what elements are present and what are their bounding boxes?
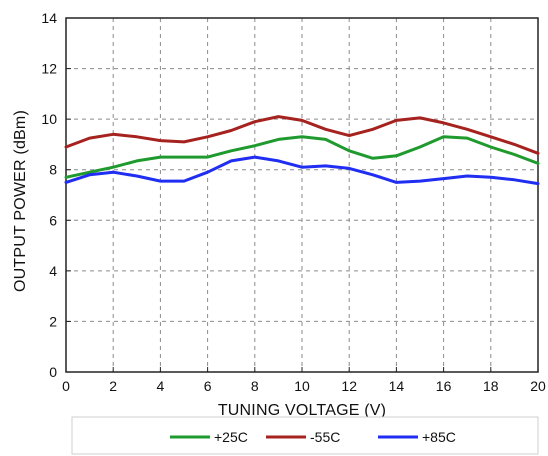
x-tick-label: 16 <box>436 378 452 394</box>
x-tick-label: 20 <box>530 378 546 394</box>
x-tick-label: 18 <box>483 378 499 394</box>
legend-label: +25C <box>214 429 248 445</box>
x-tick-label: 4 <box>157 378 165 394</box>
y-tick-label: 4 <box>49 263 57 279</box>
series-line <box>64 155 540 186</box>
x-tick-label: 6 <box>204 378 212 394</box>
y-tick-label: 0 <box>49 364 57 380</box>
legend-label: +85C <box>422 429 456 445</box>
grid <box>66 18 538 372</box>
legend: +25C -55C +85C <box>71 416 539 455</box>
y-tick-label: 14 <box>41 10 57 26</box>
series-line <box>64 135 540 179</box>
plot-frame <box>65 17 539 373</box>
y-tick-label: 2 <box>49 313 57 329</box>
y-tick-label: 12 <box>41 61 57 77</box>
y-tick-label: 6 <box>49 212 57 228</box>
x-tick-label: 0 <box>62 378 70 394</box>
x-axis-title: TUNING VOLTAGE (V) <box>218 402 386 419</box>
y-axis-title: OUTPUT POWER (dBm) <box>12 110 29 292</box>
y-tick-label: 10 <box>41 111 57 127</box>
tick-labels: 0 2 4 6 8 10 12 14 16 18 20 0 2 4 6 8 10 12 14 <box>41 10 546 394</box>
x-tick-label: 2 <box>109 378 117 394</box>
x-tick-label: 8 <box>251 378 259 394</box>
series-line <box>64 115 540 155</box>
y-tick-label: 8 <box>49 162 57 178</box>
x-tick-label: 12 <box>341 378 357 394</box>
x-tick-label: 14 <box>389 378 405 394</box>
x-tick-label: 10 <box>294 378 310 394</box>
series-lines <box>64 115 540 186</box>
legend-label: -55C <box>310 429 340 445</box>
